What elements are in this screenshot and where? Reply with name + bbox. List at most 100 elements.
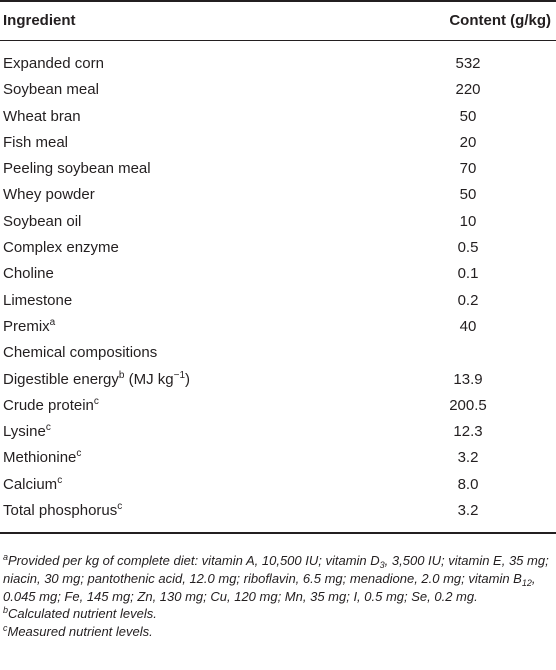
content-value: 20 xyxy=(459,133,477,151)
footnote-b: bCalculated nutrient levels. xyxy=(3,605,551,623)
content-value: 532 xyxy=(455,55,481,72)
bottom-rule xyxy=(0,532,556,534)
table-row: Expanded corn 532 xyxy=(0,54,556,80)
ingredient-label: Methionine xyxy=(3,449,77,467)
table-row: Fish meal 20 xyxy=(0,133,556,159)
table-row: Crude proteinc 200.5 xyxy=(0,396,556,422)
unit-exponent: −1 xyxy=(173,369,186,381)
footnote-a-mark: a xyxy=(3,552,9,562)
ingredient-name: Digestible energyb (MJ kg−1) xyxy=(3,370,190,390)
ingredient-label: Soybean meal xyxy=(3,81,99,99)
ingredient-label: Peeling soybean meal xyxy=(3,160,151,178)
footnote-b-mark: b xyxy=(3,605,9,616)
ingredient-name: Wheat bran xyxy=(3,107,81,127)
table-row: Chemical compositions xyxy=(0,343,556,369)
table-row: Methioninec 3.2 xyxy=(0,448,556,474)
table-body: Expanded corn 532 Soybean meal 220 Wheat bra… xyxy=(0,54,556,527)
footnotes: aProvided per kg of complete diet: vitam… xyxy=(3,552,551,641)
ingredient-name: Crude proteinc xyxy=(3,396,99,416)
ingredient-name: Soybean oil xyxy=(3,212,81,232)
table-row: Whey powder 50 xyxy=(0,185,556,211)
table-row: Complex enzyme 0.5 xyxy=(0,238,556,264)
content-value: 0.5 xyxy=(457,239,479,257)
table-row: Total phosphorusc 3.2 xyxy=(0,501,556,527)
ingredient-name: Complex enzyme xyxy=(3,238,119,258)
content-value: 50 xyxy=(459,186,477,204)
content-value: 40 xyxy=(459,317,477,335)
content-value: 0.1 xyxy=(457,265,479,283)
footnote-a-sub-2: 12 xyxy=(521,577,532,588)
footnote-marker: c xyxy=(57,474,63,486)
header-content: Content (g/kg) xyxy=(449,12,551,29)
content-value: 13.9 xyxy=(453,370,483,388)
table-row: Limestone 0.2 xyxy=(0,291,556,317)
table-row: Lysinec 12.3 xyxy=(0,422,556,448)
ingredient-label: Complex enzyme xyxy=(3,239,119,257)
content-value: 0.2 xyxy=(457,291,479,309)
top-rule xyxy=(0,0,556,2)
footnote-marker: b xyxy=(118,369,125,381)
footnote-a-text-1: Provided per kg of complete diet: vitami… xyxy=(8,553,380,568)
ingredient-label: Digestible energy xyxy=(3,370,119,388)
ingredient-name: Total phosphorusc xyxy=(3,501,122,521)
ingredient-label: Crude protein xyxy=(3,396,94,414)
table-row: Calciumc 8.0 xyxy=(0,475,556,501)
ingredient-label: Lysine xyxy=(3,423,46,441)
ingredient-name: Lysinec xyxy=(3,422,51,442)
header-ingredient: Ingredient xyxy=(3,12,76,29)
ingredient-name: Limestone xyxy=(3,291,72,311)
ingredient-name: Choline xyxy=(3,264,54,284)
footnote-c-mark: c xyxy=(3,623,8,634)
ingredient-label: Whey powder xyxy=(3,186,95,204)
footnote-a: aProvided per kg of complete diet: vitam… xyxy=(3,552,551,605)
ingredient-name: Chemical compositions xyxy=(3,343,157,363)
ingredient-name: Calciumc xyxy=(3,475,62,495)
footnote-marker: a xyxy=(49,316,56,328)
ingredient-name: Expanded corn xyxy=(3,54,104,74)
content-value: 10 xyxy=(459,212,477,230)
ingredient-name: Premixa xyxy=(3,317,55,337)
content-value: 12.3 xyxy=(453,423,483,441)
ingredient-label: Wheat bran xyxy=(3,107,81,125)
content-value: 200.5 xyxy=(449,396,487,414)
footnote-marker: c xyxy=(76,448,82,460)
footnote-a-text-2: , 3,500 IU; vitamin E, 35 mg; niacin, 30… xyxy=(3,553,549,586)
table-row: Peeling soybean meal 70 xyxy=(0,159,556,185)
content-value: 3.2 xyxy=(457,502,479,520)
footnote-a-sub-1: 3 xyxy=(379,560,385,570)
table-row: Choline 0.1 xyxy=(0,264,556,290)
unit-close: ) xyxy=(185,370,191,388)
ingredient-label: Choline xyxy=(3,265,54,283)
table-row: Soybean oil 10 xyxy=(0,212,556,238)
content-value: 70 xyxy=(459,160,477,178)
unit-label: (MJ kg xyxy=(124,370,174,388)
footnote-a-text-3: , 0.045 mg; Fe, 145 mg; Zn, 130 mg; Cu, … xyxy=(3,570,536,604)
ingredient-label: Expanded corn xyxy=(3,55,104,72)
table-row: Premixa 40 xyxy=(0,317,556,343)
content-value: 220 xyxy=(455,81,481,99)
footnote-marker: c xyxy=(93,395,99,407)
table-row: Wheat bran 50 xyxy=(0,107,556,133)
header-rule xyxy=(0,40,556,41)
footnote-marker: c xyxy=(117,501,123,513)
ingredient-label: Chemical compositions xyxy=(3,344,158,362)
ingredient-name: Fish meal xyxy=(3,133,68,153)
ingredient-name: Soybean meal xyxy=(3,80,99,100)
footnote-c-text: Measured nutrient levels. xyxy=(7,624,153,640)
table-row: Soybean meal 220 xyxy=(0,80,556,106)
ingredient-label: Fish meal xyxy=(3,133,69,151)
ingredient-label: Total phosphorus xyxy=(3,502,118,520)
ingredient-label: Premix xyxy=(3,317,50,335)
table-row: Digestible energyb (MJ kg−1) 13.9 xyxy=(0,370,556,396)
content-value: 3.2 xyxy=(457,449,479,467)
ingredient-label: Soybean oil xyxy=(3,212,82,230)
footnote-marker: c xyxy=(45,422,51,434)
content-value: 50 xyxy=(459,107,477,125)
ingredient-label: Calcium xyxy=(3,475,58,493)
ingredient-name: Whey powder xyxy=(3,185,95,205)
footnote-c: cMeasured nutrient levels. xyxy=(3,623,551,641)
ingredient-label: Limestone xyxy=(3,291,73,309)
footnote-b-text: Calculated nutrient levels. xyxy=(8,606,157,622)
ingredient-name: Methioninec xyxy=(3,448,81,468)
